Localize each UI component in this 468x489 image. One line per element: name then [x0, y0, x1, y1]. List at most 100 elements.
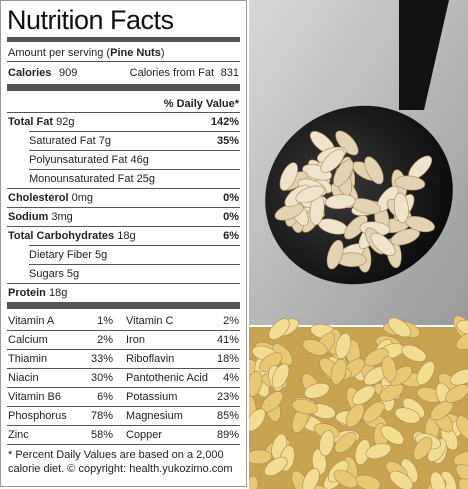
vitamin-daily-value: 1%: [97, 315, 113, 327]
pine-nut: [458, 478, 468, 489]
nutrient-amount: 7g: [98, 135, 111, 147]
pine-nut: [249, 408, 266, 432]
vitamin-name: Magnesium: [126, 410, 183, 422]
pine-nut: [394, 175, 426, 191]
vitamin-name: Phosphorus: [8, 410, 67, 422]
vitamin-daily-value: 41%: [216, 334, 239, 346]
rule: [7, 444, 240, 445]
rule: [7, 283, 240, 284]
pine-nut: [413, 436, 433, 461]
vitamin-daily-value: 2%: [223, 315, 239, 327]
nutrient-label: Sugars 5g: [29, 268, 80, 280]
pine-nut: [449, 368, 468, 386]
vitamin-name: Copper: [126, 429, 163, 441]
nutrient-label: Dietary Fiber 5g: [29, 249, 108, 261]
rule: [29, 169, 240, 170]
nutrient-amount: 0mg: [71, 192, 93, 204]
calories-from-fat-value: 831: [220, 67, 239, 79]
nutrient-label: Cholesterol 0mg: [8, 192, 93, 204]
rule: [29, 131, 240, 132]
pine-nut: [416, 360, 435, 386]
pine-nut: [456, 415, 468, 440]
spoon-handle: [399, 0, 449, 110]
pine-nut: [370, 232, 396, 256]
pine-nut: [390, 228, 420, 246]
footnote: calorie diet. © copyright: health.yukozi…: [8, 463, 233, 475]
pine-nut: [379, 383, 404, 402]
vitamin-daily-value: 78%: [90, 410, 113, 422]
title: Nutrition Facts: [7, 5, 174, 35]
pine-nut: [430, 471, 447, 489]
serving-suffix: ): [160, 47, 165, 59]
pine-nut: [344, 215, 368, 240]
pine-nut: [445, 384, 468, 403]
pine-nut: [335, 332, 352, 359]
pine-nut: [389, 470, 414, 489]
pine-nut: [279, 162, 298, 191]
nutrient-daily-value: 6%: [223, 230, 239, 242]
vitamin-name: Vitamin A: [8, 315, 55, 327]
nutrient-amount: 92g: [56, 116, 75, 128]
vitamin-daily-value: 23%: [216, 391, 239, 403]
vitamin-daily-value: 30%: [90, 372, 113, 384]
pine-nut: [334, 432, 357, 454]
pine-nut: [401, 344, 427, 363]
pine-nut: [302, 339, 328, 356]
vitamin-daily-value: 4%: [223, 372, 239, 384]
pine-nut: [249, 370, 263, 397]
nutrient-label: Polyunsaturated Fat 46g: [29, 154, 149, 166]
pine-nut: [388, 317, 412, 338]
daily-value-header: % Daily Value*: [163, 98, 239, 110]
rule: [7, 188, 240, 189]
rule: [7, 387, 240, 388]
vitamin-name: Niacin: [8, 372, 39, 384]
vitamin-daily-value: 6%: [97, 391, 113, 403]
calories-from-fat-label: Calories from Fat: [129, 67, 214, 79]
rule: [7, 112, 240, 113]
nutrient-amount: 5g: [95, 249, 108, 261]
pine-nut: [320, 148, 345, 173]
serving-prefix: Amount per serving (: [8, 47, 111, 59]
nutrition-label: Nutrition Facts Amount per serving (Pine…: [0, 0, 247, 487]
vitamin-daily-value: 2%: [97, 334, 113, 346]
vitamin-name: Calcium: [8, 334, 48, 346]
pine-nut: [271, 363, 290, 389]
nutrient-daily-value: 0%: [223, 211, 239, 223]
pine-nut: [352, 385, 376, 406]
pine-nut: [333, 159, 354, 187]
pine-nut: [333, 469, 358, 489]
pine-nut: [364, 156, 384, 185]
pine-nut: [330, 358, 347, 385]
pine-nut: [295, 185, 325, 204]
vitamin-daily-value: 58%: [90, 429, 113, 441]
serving: Amount per serving (Pine Nuts): [8, 46, 165, 60]
rule: [7, 37, 240, 42]
rule: [29, 264, 240, 265]
pine-nut: [319, 429, 335, 457]
pine-nut: [324, 194, 356, 210]
nutrient-label: Protein 18g: [8, 287, 68, 299]
nutrient-amount: 3mg: [51, 211, 73, 223]
photos: [249, 0, 468, 489]
pine-nut: [362, 401, 385, 423]
calories-value: 909: [59, 67, 78, 79]
vitamin-name: Iron: [126, 334, 145, 346]
pine-nut: [303, 382, 330, 399]
rule: [7, 61, 240, 62]
rule: [7, 207, 240, 208]
vitamin-daily-value: 33%: [90, 353, 113, 365]
nutrient-label: Monounsaturated Fat 25g: [29, 173, 155, 185]
footnote: * Percent Daily Values are based on a 2,…: [8, 449, 224, 461]
vitamin-name: Zinc: [8, 429, 29, 441]
rule: [7, 226, 240, 227]
rule: [29, 245, 240, 246]
pine-nut: [393, 192, 409, 224]
nutrient-label: Sodium 3mg: [8, 211, 73, 223]
nutrient-amount: 18g: [117, 230, 136, 242]
serving-food: Pine Nuts: [110, 47, 161, 59]
vitamin-name: Vitamin C: [126, 315, 174, 327]
rule: [7, 84, 240, 91]
nutrient-label: Saturated Fat 7g: [29, 135, 111, 147]
pine-nut: [326, 239, 344, 270]
vitamin-daily-value: 18%: [216, 353, 239, 365]
